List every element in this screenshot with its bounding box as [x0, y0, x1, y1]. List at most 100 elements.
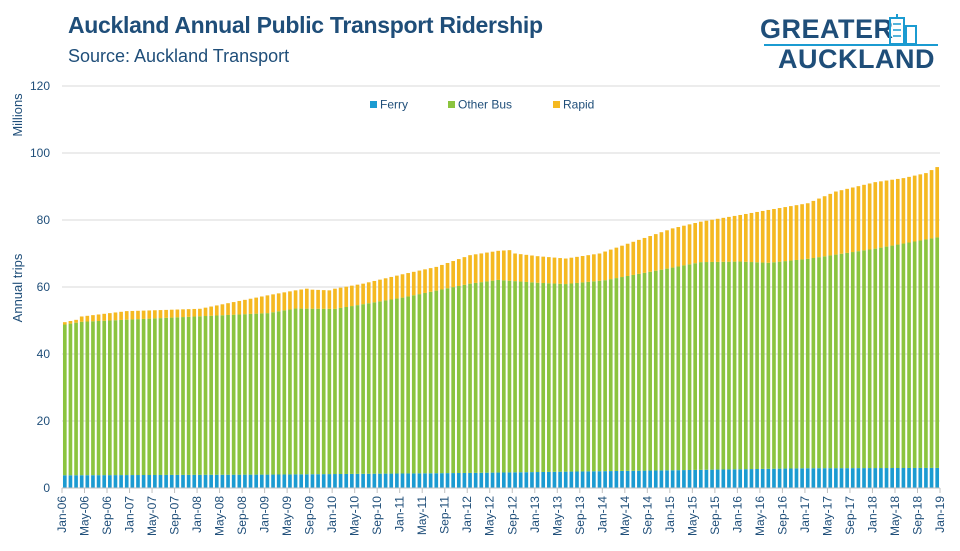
- bar-ferry: [395, 473, 399, 488]
- bar-other-bus: [282, 310, 287, 475]
- bar-stack: [682, 225, 686, 488]
- bar-ferry: [907, 467, 911, 488]
- bar-other-bus: [108, 320, 112, 476]
- bar-rapid: [676, 227, 681, 267]
- bar-ferry: [456, 473, 461, 488]
- bar-rapid: [586, 255, 591, 282]
- bar-rapid: [580, 256, 585, 283]
- bar-other-bus: [710, 261, 714, 470]
- legend-item: Ferry: [370, 98, 408, 112]
- bar-rapid: [299, 289, 304, 309]
- bar-other-bus: [265, 313, 270, 475]
- bar-stack: [856, 186, 861, 488]
- bar-ferry: [226, 474, 230, 488]
- bar-rapid: [575, 256, 579, 283]
- bar-rapid: [74, 319, 78, 323]
- x-tick-label: Sep-15: [708, 496, 722, 535]
- bar-other-bus: [304, 308, 309, 475]
- bar-rapid: [693, 223, 698, 264]
- bar-ferry: [265, 474, 270, 488]
- x-tick-label: May-18: [888, 496, 902, 536]
- bar-other-bus: [620, 277, 624, 471]
- bar-rapid: [445, 262, 450, 289]
- bar-other-bus: [631, 274, 636, 471]
- bar-stack: [608, 249, 613, 488]
- bar-rapid: [873, 182, 878, 249]
- bar-other-bus: [243, 314, 247, 475]
- bar-stack: [552, 257, 557, 488]
- bar-stack: [108, 313, 112, 488]
- bar-ferry: [479, 472, 484, 488]
- bar-rapid: [755, 211, 759, 263]
- bar-rapid: [248, 298, 253, 314]
- bar-ferry: [569, 471, 574, 488]
- bar-ferry: [321, 474, 326, 488]
- bar-ferry: [214, 474, 219, 488]
- bar-ferry: [924, 467, 928, 488]
- bar-ferry: [102, 475, 107, 488]
- bar-other-bus: [935, 237, 940, 468]
- bar-ferry: [783, 468, 788, 488]
- bar-other-bus: [423, 292, 427, 474]
- bar-ferry: [169, 474, 174, 488]
- bar-stack: [485, 252, 489, 488]
- bar-rapid: [91, 315, 95, 322]
- bar-other-bus: [592, 281, 596, 472]
- x-tick-label: Jan-17: [798, 496, 812, 533]
- bar-other-bus: [777, 261, 782, 469]
- bar-rapid: [220, 304, 225, 316]
- x-axis: Jan-06 May-06 Sep-06 Jan-07 May-07 Sep-07 Jan-…: [55, 487, 947, 536]
- bar-ferry: [130, 475, 135, 488]
- bar-rapid: [738, 214, 743, 262]
- bar-stack: [141, 310, 146, 488]
- bar-stack: [850, 187, 855, 488]
- y-tick-label: 0: [43, 481, 50, 495]
- x-tick-label: May-12: [483, 496, 497, 536]
- bar-rapid: [383, 278, 388, 301]
- bar-ferry: [147, 474, 152, 488]
- bar-rapid: [389, 276, 394, 300]
- bar-stack: [265, 295, 270, 488]
- bar-rapid: [411, 271, 416, 296]
- bar-ferry: [687, 469, 692, 488]
- bar-other-bus: [378, 301, 382, 474]
- bar-ferry: [316, 474, 320, 488]
- bar-other-bus: [361, 304, 365, 474]
- bar-ferry: [867, 468, 872, 488]
- bar-stack: [541, 256, 546, 488]
- bar-stack: [918, 174, 923, 488]
- bar-stack: [727, 216, 731, 488]
- bar-rapid: [653, 234, 658, 271]
- bar-other-bus: [850, 252, 855, 469]
- bar-other-bus: [783, 261, 788, 469]
- bar-stack: [372, 280, 377, 488]
- bar-other-bus: [406, 296, 410, 474]
- bar-stack: [411, 271, 416, 488]
- bar-ferry: [85, 475, 90, 488]
- bar-ferry: [62, 475, 67, 488]
- bar-other-bus: [79, 321, 84, 476]
- bar-stack: [276, 293, 281, 488]
- bar-rapid: [428, 268, 433, 292]
- bar-other-bus: [400, 297, 405, 474]
- bar-rapid: [485, 252, 489, 282]
- bar-stack: [361, 283, 365, 488]
- bar-other-bus: [124, 319, 129, 476]
- bar-stack: [845, 188, 849, 488]
- bar-ferry: [440, 473, 444, 488]
- bar-stack: [862, 184, 866, 488]
- y-tick-label: 60: [37, 280, 51, 294]
- bar-other-bus: [327, 308, 332, 475]
- bar-rapid: [479, 253, 484, 283]
- bar-stack: [248, 298, 253, 488]
- bar-other-bus: [597, 280, 602, 472]
- bar-other-bus: [310, 308, 315, 475]
- bar-rapid: [907, 176, 911, 243]
- bar-stack: [569, 257, 574, 488]
- bar-stack: [428, 268, 433, 488]
- bar-rapid: [912, 175, 917, 242]
- bar-other-bus: [259, 313, 264, 475]
- bar-ferry: [524, 472, 529, 488]
- bar-other-bus: [834, 254, 838, 469]
- bar-other-bus: [220, 315, 225, 475]
